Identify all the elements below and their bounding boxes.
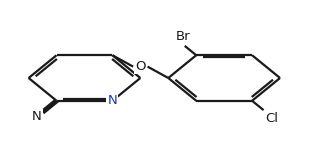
- Text: N: N: [108, 94, 117, 107]
- Text: N: N: [32, 110, 42, 123]
- Text: O: O: [135, 60, 146, 73]
- Text: Cl: Cl: [265, 112, 278, 125]
- Text: Br: Br: [176, 30, 190, 43]
